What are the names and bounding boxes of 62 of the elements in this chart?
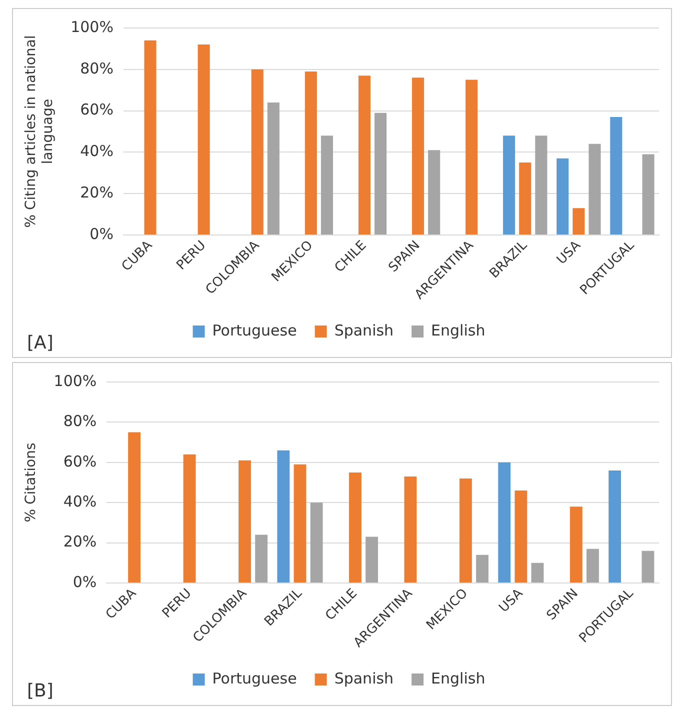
y-tick-label: 100% — [54, 372, 97, 390]
bar — [255, 534, 268, 582]
bar — [294, 464, 306, 582]
bar — [556, 158, 569, 234]
y-tick-label: 80% — [80, 59, 114, 78]
bar — [519, 162, 532, 234]
bar — [608, 470, 622, 582]
y-axis-title: % Citing articles in national language — [23, 35, 56, 228]
bar — [588, 144, 601, 234]
bar — [570, 506, 582, 582]
y-tick-label: 20% — [80, 183, 114, 202]
bar — [144, 40, 156, 234]
bar — [503, 136, 516, 234]
bar — [459, 478, 472, 582]
y-tick-label: 80% — [63, 412, 97, 430]
bar — [366, 536, 378, 582]
bar — [610, 117, 622, 234]
legend-label: English — [431, 669, 486, 688]
bar — [586, 548, 599, 582]
bar — [572, 208, 585, 234]
bar — [349, 472, 362, 582]
bar — [310, 502, 323, 582]
bar — [428, 150, 440, 234]
legend-label: Portuguese — [212, 321, 297, 340]
bar — [404, 476, 417, 582]
bar — [466, 80, 478, 234]
x-tick-label: USA — [554, 238, 584, 268]
bar — [251, 69, 264, 234]
bar — [128, 432, 141, 582]
text: [A] — [27, 332, 54, 354]
bar — [358, 76, 370, 234]
bar — [374, 112, 387, 234]
legend-label: English — [431, 321, 486, 340]
y-tick-label: 60% — [63, 452, 97, 470]
bar — [498, 462, 511, 582]
bar — [412, 78, 424, 234]
bar — [531, 562, 544, 582]
bar — [198, 44, 210, 234]
legend-label: Spanish — [334, 669, 394, 688]
bar — [183, 454, 196, 582]
text: [B] — [27, 680, 54, 702]
bar — [320, 136, 334, 234]
legend-label: Portuguese — [212, 669, 297, 688]
x-tick-label: USA — [496, 586, 526, 616]
bar — [238, 460, 251, 582]
y-tick-label: 60% — [80, 100, 114, 119]
y-tick-label: 20% — [63, 532, 97, 551]
bar — [642, 154, 654, 234]
bar — [535, 136, 548, 234]
bar — [304, 71, 317, 234]
y-tick-label: 40% — [80, 142, 114, 160]
y-tick-label: 0% — [72, 572, 97, 591]
y-tick-label: 100% — [70, 18, 114, 36]
bar — [476, 554, 488, 582]
y-tick-label: 40% — [63, 492, 97, 510]
bar — [642, 550, 654, 582]
bar — [267, 102, 280, 234]
legend-label: Spanish — [334, 321, 394, 340]
y-axis-title: % Citations — [23, 442, 40, 522]
y-tick-label: 0% — [90, 224, 114, 243]
bar — [277, 450, 290, 582]
bar — [514, 490, 528, 582]
